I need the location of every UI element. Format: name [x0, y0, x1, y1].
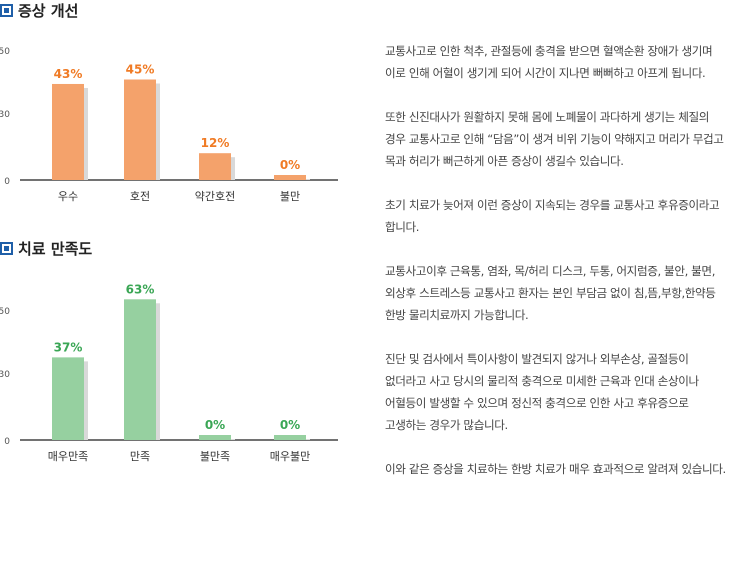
data-label: 0% [205, 418, 225, 432]
description-line: 이와 같은 증상을 치료하는 한방 치료가 매우 효과적으로 알려져 있습니다. [385, 462, 726, 476]
description-line: 교통사고로 인한 척추, 관절등에 충격을 받으면 혈액순환 장애가 생기며 [385, 44, 713, 58]
title-bullet-icon [0, 242, 13, 255]
chart-title-satisfaction: 치료 만족도 [0, 238, 92, 259]
description-line: 경우 교통사고로 인해 “담음”이 생겨 비위 기능이 약해지고 머리가 무겁고 [385, 132, 724, 146]
description-line: 진단 및 검사에서 특이사항이 발견되지 않거나 외부손상, 골절등이 [385, 352, 689, 366]
data-label: 63% [126, 282, 155, 296]
bar [52, 83, 84, 180]
description-line: 한방 물리치료까지 가능합니다. [385, 308, 529, 322]
bar [124, 79, 156, 180]
bar [199, 435, 231, 440]
symptom-improvement-chart: 0 30 50 43% 우수 45% 호전 12% 약간호전 0% 불만 [0, 47, 338, 203]
bar [199, 153, 231, 180]
y-tick-label: 0 [4, 437, 10, 447]
chart-title-symptom: 증상 개선 [0, 0, 78, 21]
description-line: 이로 인해 어혈이 생기게 되어 시간이 지나면 뻐뻐하고 아프게 됩니다. [385, 66, 706, 80]
data-label: 0% [280, 418, 300, 432]
bar [52, 357, 84, 440]
description-line: 교통사고이후 근육통, 염좌, 목/허리 디스크, 두통, 어지럼증, 불안, … [385, 264, 715, 278]
bar [274, 435, 306, 440]
y-tick-label: 30 [0, 110, 10, 120]
bar [124, 299, 156, 440]
treatment-satisfaction-chart: 0 30 50 37% 매우만족 63% 만족 0% 불만족 0% 매우불만 [0, 282, 338, 463]
description-line: 없더라고 사고 당시의 물리적 충격으로 미세한 근육과 인대 손상이나 [385, 374, 699, 388]
description-line: 초기 치료가 늦어져 이런 증상이 지속되는 경우를 교통사고 후유증이라고 [385, 198, 720, 212]
description-line: 외상후 스트레스등 교통사고 환자는 본인 부담금 없이 침,뜸,부항,한약등 [385, 286, 716, 300]
data-label: 37% [54, 340, 83, 354]
data-label: 43% [54, 67, 83, 81]
description-paragraph: 교통사고이후 근육통, 염좌, 목/허리 디스크, 두통, 어지럼증, 불안, … [385, 260, 740, 326]
y-tick-label: 50 [0, 47, 10, 57]
description-line: 또한 신진대사가 원활하지 못해 몸에 노폐물이 과다하게 생기는 체질의 [385, 110, 710, 124]
y-tick-label: 0 [4, 177, 10, 187]
data-label: 45% [126, 63, 155, 77]
data-label: 12% [201, 136, 230, 150]
description-line: 어혈등이 발생할 수 있으며 정신적 충격으로 인한 사고 후유증으로 [385, 396, 689, 410]
category-label: 만족 [130, 450, 150, 463]
chart-title-text: 치료 만족도 [18, 240, 93, 258]
category-label: 호전 [130, 190, 150, 203]
data-label: 0% [280, 158, 300, 172]
description-line: 합니다. [385, 220, 420, 234]
category-label: 불만족 [200, 450, 230, 463]
category-label: 불만 [280, 190, 300, 203]
y-tick-label: 50 [0, 307, 10, 317]
bar [274, 175, 306, 180]
description-line: 목과 허리가 뻐근하게 아픈 증상이 생길수 있습니다. [385, 154, 624, 168]
description-paragraph: 이와 같은 증상을 치료하는 한방 치료가 매우 효과적으로 알려져 있습니다. [385, 458, 740, 480]
title-bullet-icon [0, 4, 13, 17]
chart-title-text: 증상 개선 [18, 2, 79, 20]
y-tick-label: 30 [0, 370, 10, 380]
category-label: 매우불만 [270, 450, 310, 463]
description-line: 고생하는 경우가 많습니다. [385, 418, 508, 432]
category-label: 우수 [58, 190, 78, 203]
category-label: 약간호전 [195, 189, 235, 203]
category-label: 매우만족 [48, 450, 88, 463]
